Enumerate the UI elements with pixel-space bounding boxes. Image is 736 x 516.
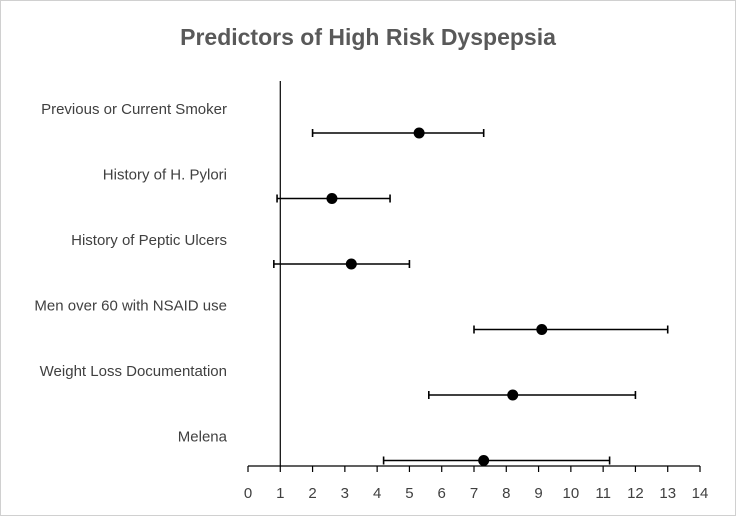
category-label: Previous or Current Smoker (41, 101, 227, 118)
category-label: Weight Loss Documentation (40, 363, 227, 380)
category-label: History of H. Pylori (103, 167, 227, 184)
x-tick-label: 2 (308, 485, 316, 502)
category-label: History of Peptic Ulcers (71, 232, 227, 249)
data-point (413, 127, 425, 139)
category-labels: Previous or Current Smoker History of H. … (34, 101, 227, 446)
x-tick-label: 9 (534, 485, 542, 502)
x-tick-label: 1 (276, 485, 284, 502)
x-tick-label: 7 (470, 485, 478, 502)
x-tick-label: 8 (502, 485, 510, 502)
x-tick-label: 12 (627, 485, 644, 502)
x-tick-label: 6 (438, 485, 446, 502)
x-tick-label: 14 (692, 485, 709, 502)
x-tick-label: 3 (341, 485, 349, 502)
data-point (536, 324, 548, 335)
chart-title: Predictors of High Risk Dyspepsia (180, 24, 556, 50)
data-marks (273, 127, 669, 466)
category-label: Men over 60 with NSAID use (34, 298, 227, 315)
x-tick-label: 0 (244, 485, 252, 502)
data-point (345, 258, 357, 270)
x-tick-label: 11 (595, 485, 611, 502)
x-tick-label: 13 (659, 485, 676, 502)
x-axis: 0 1 2 3 4 5 6 7 8 9 10 11 12 13 14 (244, 465, 709, 502)
data-point (326, 193, 338, 204)
data-point (507, 389, 519, 401)
x-tick-label: 10 (563, 485, 580, 502)
x-tick-label: 5 (405, 485, 413, 502)
data-point (478, 455, 490, 466)
x-tick-label: 4 (373, 485, 381, 502)
category-label: Melena (178, 429, 228, 446)
